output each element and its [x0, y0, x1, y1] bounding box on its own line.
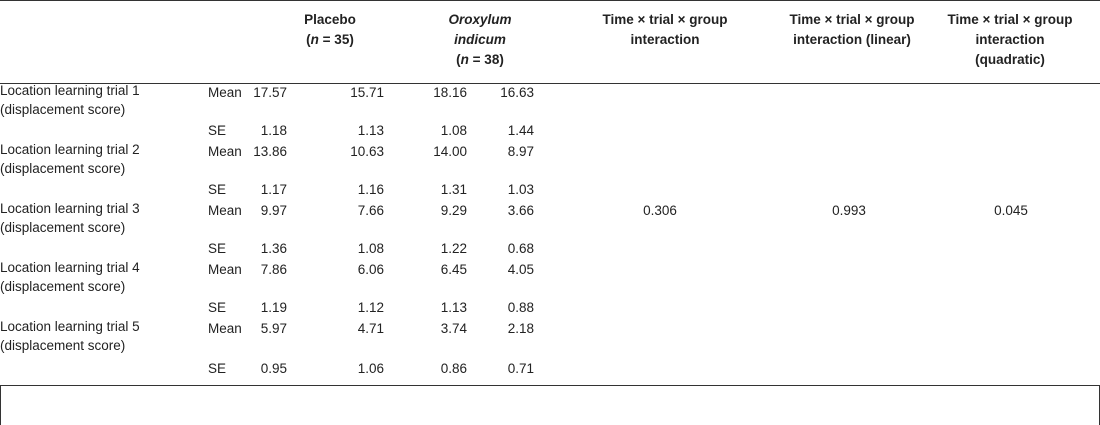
header-placebo-title: Placebo — [304, 12, 356, 27]
table-bottom-rule — [0, 385, 1100, 386]
header-placebo-n: (n = 35) — [285, 30, 375, 50]
header-oroxylum-n-value: = 38) — [468, 52, 504, 67]
row-label-line1: Location learning trial 2 — [0, 142, 140, 157]
row-label-line2: (displacement score) — [0, 338, 126, 353]
cell-value: 4.05 — [507, 262, 534, 277]
header-oroxylum: Oroxylum indicum (n = 38) — [435, 10, 525, 70]
cell-value: 1.13 — [357, 123, 384, 138]
p-value-quadratic: 0.045 — [994, 203, 1028, 218]
header-oroxylum-n-var: n — [460, 52, 469, 67]
cell-value: 1.31 — [440, 182, 467, 197]
header-placebo-n-var: n — [310, 32, 319, 47]
cell-value: 10.63 — [350, 144, 384, 159]
row-label-line1: Location learning trial 4 — [0, 260, 140, 275]
stat-se: SE — [208, 300, 227, 315]
stat-mean: Mean — [208, 262, 242, 277]
row-label-line1: Location learning trial 3 — [0, 201, 140, 216]
header-quadratic-line1: Time × trial × group — [947, 12, 1073, 27]
header-placebo: Placebo (n = 35) — [285, 10, 375, 50]
cell-value: 0.71 — [507, 361, 534, 376]
cell-value: 7.86 — [260, 262, 287, 277]
stat-mean: Mean — [208, 203, 242, 218]
cell-value: 9.97 — [260, 203, 287, 218]
header-rule — [0, 83, 1100, 84]
cell-value: 1.19 — [260, 300, 287, 315]
cell-value: 1.08 — [440, 123, 467, 138]
row-label-line2: (displacement score) — [0, 220, 126, 235]
cell-value: 0.95 — [260, 361, 287, 376]
row-label-trial-1: Location learning trial 1 (displacement … — [0, 81, 200, 119]
header-quadratic-line3: (quadratic) — [975, 52, 1045, 67]
row-label-trial-4: Location learning trial 4 (displacement … — [0, 258, 200, 296]
header-linear: Time × trial × group interaction (linear… — [752, 10, 952, 50]
stat-mean: Mean — [208, 85, 242, 100]
header-linear-line2: interaction (linear) — [793, 32, 911, 47]
stat-se: SE — [208, 361, 227, 376]
table-top-rule — [0, 0, 1100, 1]
stat-mean: Mean — [208, 144, 242, 159]
header-oroxylum-genus: Oroxylum — [448, 12, 512, 27]
cell-value: 1.13 — [440, 300, 467, 315]
row-label-trial-2: Location learning trial 2 (displacement … — [0, 140, 200, 178]
cell-value: 7.66 — [357, 203, 384, 218]
cell-value: 6.45 — [440, 262, 467, 277]
header-oroxylum-species: indicum — [454, 32, 506, 47]
table-footer-box — [0, 385, 1100, 425]
cell-value: 1.03 — [507, 182, 534, 197]
cell-value: 13.86 — [253, 144, 287, 159]
header-interaction-line2: interaction — [630, 32, 700, 47]
cell-value: 1.18 — [260, 123, 287, 138]
cell-value: 2.18 — [507, 321, 534, 336]
row-label-trial-5: Location learning trial 5 (displacement … — [0, 317, 200, 355]
cell-value: 0.68 — [507, 241, 534, 256]
cell-value: 1.36 — [260, 241, 287, 256]
cell-value: 14.00 — [433, 144, 467, 159]
cell-value: 17.57 — [253, 85, 287, 100]
cell-value: 6.06 — [357, 262, 384, 277]
header-interaction-line1: Time × trial × group — [602, 12, 728, 27]
stat-se: SE — [208, 182, 227, 197]
cell-value: 3.74 — [440, 321, 467, 336]
row-label-line1: Location learning trial 5 — [0, 319, 140, 334]
cell-value: 1.17 — [260, 182, 287, 197]
cell-value: 16.63 — [500, 85, 534, 100]
cell-value: 0.88 — [507, 300, 534, 315]
cell-value: 5.97 — [260, 321, 287, 336]
row-label-trial-3: Location learning trial 3 (displacement … — [0, 199, 200, 237]
header-oroxylum-n-open: ( — [456, 52, 461, 67]
row-label-line2: (displacement score) — [0, 279, 126, 294]
cell-value: 4.71 — [357, 321, 384, 336]
cell-value: 9.29 — [440, 203, 467, 218]
cell-value: 8.97 — [507, 144, 534, 159]
cell-value: 1.16 — [357, 182, 384, 197]
header-oroxylum-line2: indicum — [435, 30, 525, 50]
cell-value: 1.06 — [357, 361, 384, 376]
row-label-line1: Location learning trial 1 — [0, 83, 140, 98]
cell-value: 1.44 — [507, 123, 534, 138]
cell-value: 15.71 — [350, 85, 384, 100]
p-value-interaction: 0.306 — [643, 203, 677, 218]
p-value-linear: 0.993 — [832, 203, 866, 218]
row-label-line2: (displacement score) — [0, 102, 126, 117]
header-linear-line1: Time × trial × group — [789, 12, 915, 27]
header-quadratic-line2: interaction — [975, 32, 1045, 47]
header-interaction: Time × trial × group interaction — [565, 10, 765, 50]
cell-value: 3.66 — [507, 203, 534, 218]
cell-value: 18.16 — [433, 85, 467, 100]
header-oroxylum-line1: Oroxylum — [435, 10, 525, 30]
stat-se: SE — [208, 241, 227, 256]
stat-mean: Mean — [208, 321, 242, 336]
cell-value: 1.08 — [357, 241, 384, 256]
header-quadratic: Time × trial × group interaction (quadra… — [920, 10, 1100, 70]
cell-value: 0.86 — [440, 361, 467, 376]
cell-value: 1.12 — [357, 300, 384, 315]
header-placebo-n-open: ( — [306, 32, 311, 47]
row-label-line2: (displacement score) — [0, 161, 126, 176]
cell-value: 1.22 — [440, 241, 467, 256]
header-oroxylum-n: (n = 38) — [435, 50, 525, 70]
header-placebo-n-value: = 35) — [318, 32, 354, 47]
stat-se: SE — [208, 123, 227, 138]
